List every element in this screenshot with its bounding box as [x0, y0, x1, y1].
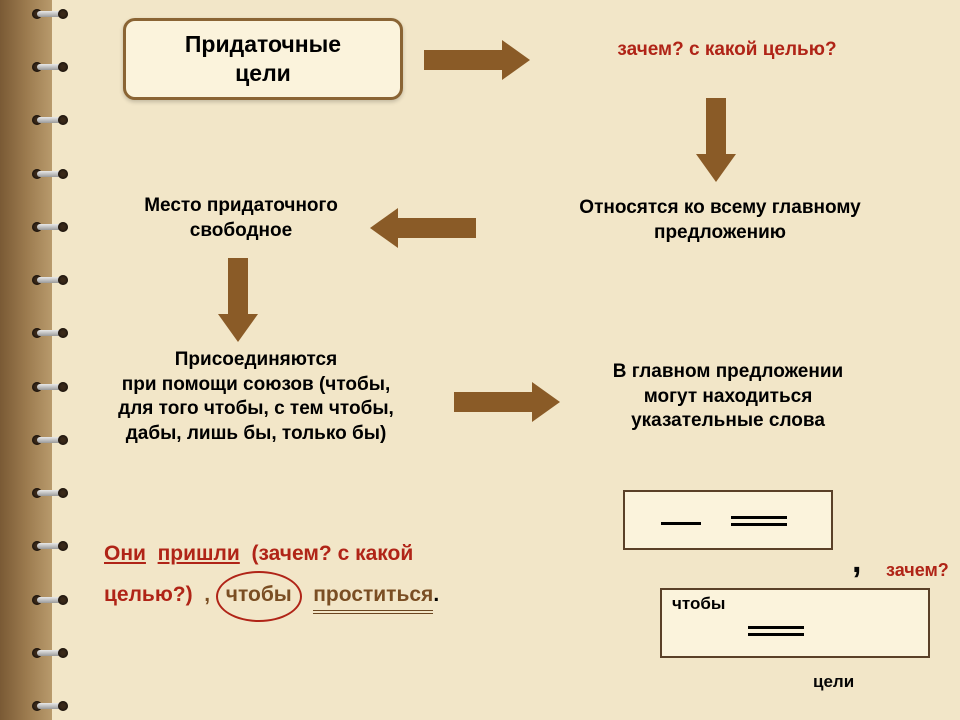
predicate-mark-icon [748, 626, 804, 636]
title-box: Придаточныецели [123, 18, 403, 100]
relates-block: Относятся ко всему главномупредложению [540, 196, 900, 245]
schema-main-clause-box [623, 490, 833, 550]
example-sentence: Они пришли (зачем? с какой целью?) , что… [104, 534, 439, 616]
subject-mark-icon [661, 522, 701, 525]
schema-caption: цели [813, 672, 854, 692]
example-verb2: проститься [313, 575, 433, 616]
content-area: Придаточныецели зачем? с какой целью? От… [68, 0, 960, 720]
pointer-words-block: В главном предложениимогут находитьсяука… [568, 360, 888, 434]
paren-close: ) [186, 583, 193, 606]
schema-sub-clause-box: чтобы [660, 588, 930, 658]
example-verb: пришли [158, 542, 240, 565]
example-comma: , [204, 583, 210, 606]
conjunctions-block: Присоединяютсяпри помощи союзов (чтобы,д… [76, 348, 436, 447]
example-question2: целью? [104, 583, 186, 606]
position-block: Место придаточногосвободное [116, 194, 366, 243]
question-text: зачем? с какой целью? [562, 38, 892, 63]
example-subject: Они [104, 542, 146, 565]
example-question1: зачем? с какой [258, 542, 413, 565]
spiral-binding [32, 0, 68, 720]
schema-comma: , [852, 542, 861, 581]
example-period: . [433, 583, 439, 606]
schema-conj-label: чтобы [672, 594, 725, 614]
title-text: Придаточныецели [185, 30, 341, 88]
example-conjunction: чтобы [222, 575, 296, 616]
predicate-mark-icon [731, 516, 787, 526]
schema-question-label: зачем? [886, 560, 949, 581]
